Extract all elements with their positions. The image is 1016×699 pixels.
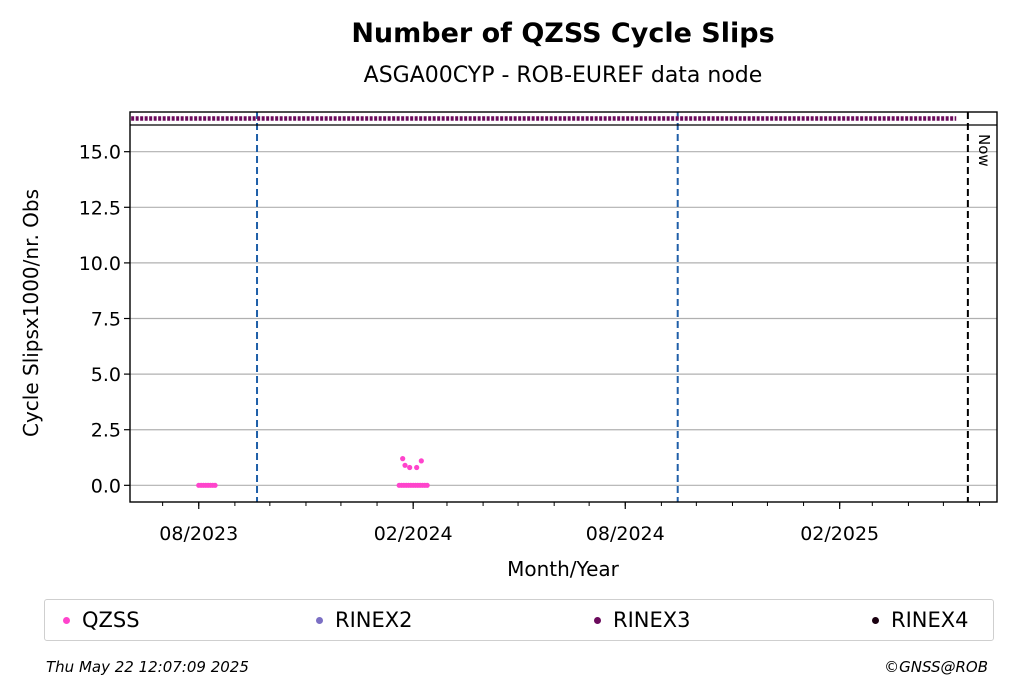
legend-marker-rinex2: [316, 616, 323, 624]
legend-item-rinex4: RINEX4: [872, 600, 969, 640]
data-point-qzss: [418, 458, 424, 464]
y-axis-label: Cycle Slipsx1000/nr. Obs: [19, 189, 43, 437]
legend-label-rinex2: RINEX2: [335, 608, 413, 632]
now-label: Now: [975, 134, 993, 167]
y-tick-label: 0.0: [91, 475, 121, 497]
plot-frame: [129, 111, 998, 503]
x-tick-label: 02/2025: [800, 523, 879, 545]
y-tick-label: 2.5: [91, 420, 121, 442]
x-tick-label: 08/2023: [159, 523, 238, 545]
x-axis-label: Month/Year: [507, 557, 620, 581]
credit-footer: ©GNSS@ROB: [884, 658, 988, 676]
legend-marker-qzss: [63, 616, 70, 624]
data-point-qzss: [400, 456, 406, 462]
x-tick-label: 08/2024: [586, 523, 665, 545]
chart-subtitle: ASGA00CYP - ROB-EUREF data node: [364, 63, 763, 88]
data-point-qzss: [424, 482, 430, 488]
y-tick-label: 10.0: [79, 253, 121, 275]
data-point-qzss: [402, 462, 408, 468]
timestamp-footer: Thu May 22 12:07:09 2025: [46, 658, 249, 676]
legend-label-rinex4: RINEX4: [891, 608, 969, 632]
y-tick-label: 5.0: [91, 364, 121, 386]
legend-label-qzss: QZSS: [82, 608, 140, 632]
legend-item-qzss: QZSS: [63, 600, 140, 640]
legend-item-rinex3: RINEX3: [594, 600, 691, 640]
data-point-qzss: [414, 464, 420, 471]
data-point-qzss: [212, 482, 218, 488]
legend: QZSS RINEX2 RINEX3 RINEX4: [44, 599, 994, 641]
legend-item-rinex2: RINEX2: [316, 600, 413, 640]
chart-title: Number of QZSS Cycle Slips: [351, 18, 774, 49]
legend-marker-rinex4: [872, 616, 879, 624]
y-tick-label: 7.5: [91, 309, 121, 331]
y-tick-label: 12.5: [79, 197, 121, 219]
y-tick-label: 15.0: [79, 142, 121, 164]
x-tick-label: 02/2024: [374, 523, 453, 545]
legend-marker-rinex3: [594, 616, 601, 624]
data-point-qzss: [407, 464, 413, 471]
legend-label-rinex3: RINEX3: [613, 608, 691, 632]
